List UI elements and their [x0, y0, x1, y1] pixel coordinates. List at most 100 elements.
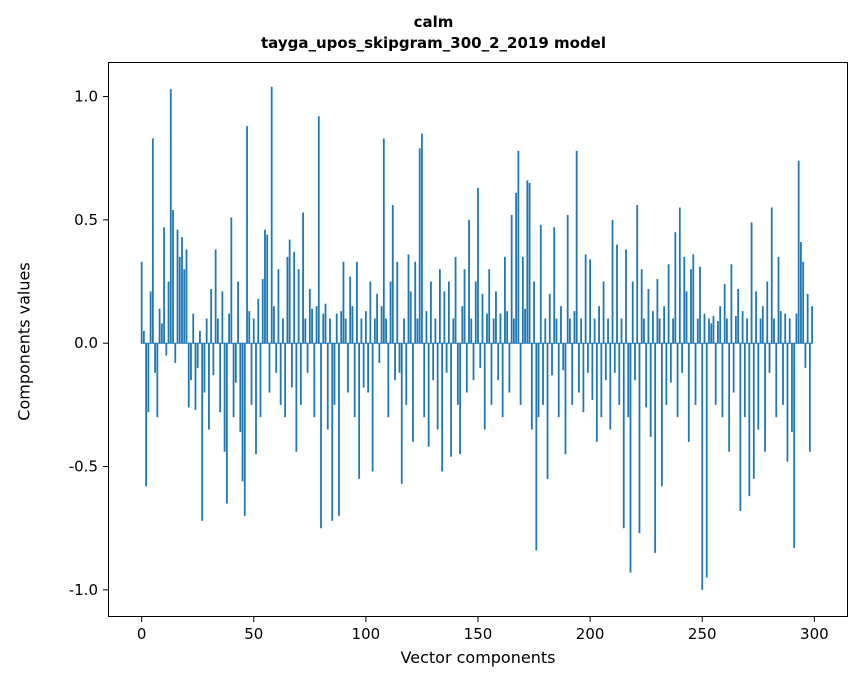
chart-title-line1: calm	[413, 13, 454, 31]
bar	[777, 256, 780, 344]
bar	[353, 343, 356, 418]
bar	[593, 318, 596, 344]
bar	[743, 343, 746, 418]
bar	[708, 318, 710, 344]
bar	[622, 343, 625, 529]
bar	[694, 343, 697, 405]
bar	[400, 343, 403, 484]
bar	[535, 343, 538, 551]
bar	[465, 343, 468, 393]
bar	[714, 343, 717, 405]
bar	[252, 318, 255, 344]
bar	[160, 323, 163, 344]
bar	[286, 256, 289, 344]
bar	[728, 343, 731, 452]
bar	[737, 288, 740, 344]
bar	[333, 343, 336, 405]
chart-title: calm tayga_upos_skipgram_300_2_2019 mode…	[0, 12, 867, 54]
bar	[371, 343, 374, 472]
bar	[349, 276, 352, 344]
bar	[618, 343, 621, 405]
bar	[793, 343, 796, 548]
bar	[755, 291, 757, 344]
bar	[658, 318, 661, 344]
bar	[768, 343, 771, 373]
bar	[770, 207, 773, 344]
bar	[712, 316, 715, 344]
bar	[748, 343, 751, 497]
bar	[759, 318, 762, 344]
bar	[530, 343, 533, 430]
bar	[613, 343, 616, 373]
bar	[156, 343, 159, 418]
bar	[638, 343, 641, 534]
bar	[394, 343, 396, 381]
bar	[178, 256, 181, 344]
bar	[537, 343, 540, 418]
y-tick-label: 0.0	[74, 334, 98, 352]
bar	[329, 318, 331, 344]
bar	[672, 318, 674, 344]
bar	[512, 318, 515, 344]
bar	[701, 343, 704, 590]
bar	[340, 311, 343, 344]
bar	[504, 256, 506, 344]
bar	[663, 306, 666, 344]
bar	[194, 343, 197, 410]
bar	[791, 343, 793, 432]
bar	[306, 343, 309, 373]
bar	[569, 318, 571, 344]
bar	[560, 306, 562, 344]
bar	[474, 281, 477, 344]
bar	[654, 343, 657, 553]
bar	[636, 205, 639, 344]
bar	[555, 318, 558, 344]
bar	[730, 264, 733, 344]
bar	[739, 343, 742, 511]
bar	[302, 212, 304, 344]
bar	[607, 318, 609, 344]
bar	[183, 269, 186, 344]
bar	[445, 343, 448, 373]
bar	[243, 343, 246, 516]
bar	[172, 210, 174, 344]
bar	[145, 343, 148, 487]
bar	[360, 318, 363, 344]
bar	[542, 343, 544, 405]
bar	[315, 306, 318, 344]
bar	[347, 343, 349, 393]
bar	[367, 343, 370, 393]
bar	[190, 343, 192, 381]
bar	[376, 293, 378, 344]
bar	[447, 281, 450, 344]
bar	[282, 318, 284, 344]
bar	[436, 343, 439, 430]
bar	[369, 281, 372, 344]
bar	[548, 293, 551, 344]
bar	[517, 150, 520, 344]
y-axis-label: Components values	[14, 262, 34, 421]
bar	[634, 343, 636, 381]
bar	[506, 311, 509, 344]
bar	[492, 318, 495, 344]
bar	[499, 313, 502, 344]
bar	[290, 343, 293, 388]
bar	[752, 343, 755, 479]
x-tick-label: 100	[352, 625, 381, 643]
bar	[782, 343, 784, 405]
bar	[299, 343, 302, 405]
bar	[230, 217, 233, 344]
bar	[165, 343, 168, 356]
bar	[544, 318, 547, 344]
bar	[656, 279, 659, 344]
bar	[757, 343, 760, 430]
bar	[228, 313, 230, 344]
bar	[452, 318, 455, 344]
bar	[705, 343, 708, 578]
bar	[773, 318, 775, 344]
bar	[669, 343, 672, 383]
bar	[450, 343, 452, 457]
bar	[802, 261, 805, 344]
bar	[800, 242, 802, 344]
bar	[425, 311, 428, 344]
